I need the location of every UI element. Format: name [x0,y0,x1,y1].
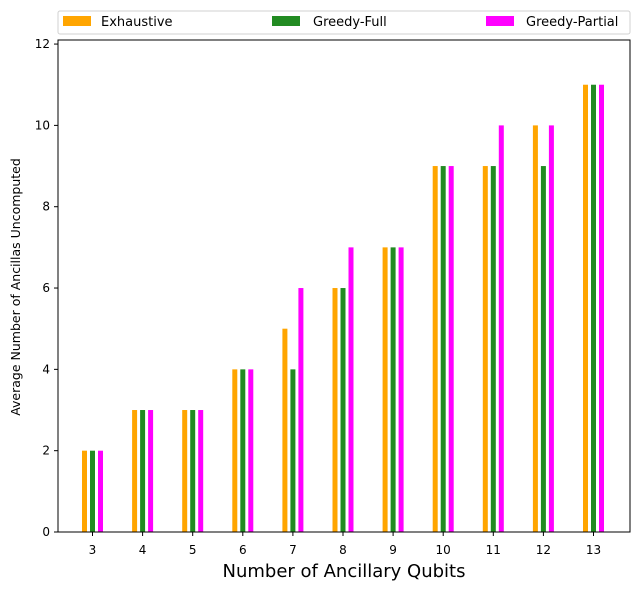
x-tick-label-5: 5 [189,543,197,557]
y-tick-label-6: 6 [42,281,50,295]
bar-greedy-full-3 [90,450,95,532]
bar-greedy-full-4 [140,410,146,532]
bar-greedy-full-6 [240,369,246,532]
bar-greedy-partial-7 [298,288,304,532]
bar-exhaustive-6 [232,369,238,532]
y-tick-label-0: 0 [42,525,50,539]
x-tick-label-4: 4 [139,543,147,557]
bar-greedy-partial-5 [198,410,204,532]
bar-greedy-full-12 [540,166,546,533]
bar-greedy-partial-13 [599,84,604,532]
bar-exhaustive-5 [182,410,188,532]
bar-greedy-full-8 [340,288,346,532]
legend-label-greedy-partial: Greedy-Partial [526,15,618,30]
bar-exhaustive-11 [482,166,488,533]
bars-layer [82,84,604,533]
bar-exhaustive-4 [132,410,138,532]
bar-greedy-full-11 [490,166,496,533]
x-tick-label-12: 12 [536,543,551,557]
bar-greedy-partial-4 [148,410,154,532]
bar-exhaustive-3 [82,450,87,532]
x-tick-label-3: 3 [89,543,97,557]
y-tick-label-10: 10 [35,118,50,132]
bar-greedy-partial-6 [248,369,254,532]
x-tick-label-10: 10 [436,543,451,557]
bar-exhaustive-10 [432,166,438,533]
x-tick-label-9: 9 [389,543,397,557]
plot-frame [57,39,631,533]
bar-exhaustive-9 [382,247,388,532]
bar-greedy-partial-8 [348,247,354,532]
bar-greedy-full-13 [591,84,596,532]
bar-greedy-full-10 [440,166,446,533]
bar-exhaustive-7 [282,328,288,532]
bar-greedy-full-5 [190,410,196,532]
y-tick-label-4: 4 [42,362,50,376]
legend: Exhaustive Greedy-Full Greedy-Partial [57,10,631,35]
bar-greedy-partial-10 [448,166,454,533]
bar-exhaustive-8 [332,288,338,532]
legend-swatch-greedy-full [272,16,300,26]
legend-swatch-greedy-partial [486,16,514,26]
bar-greedy-partial-3 [98,450,103,532]
x-tick-label-6: 6 [239,543,247,557]
x-tick-label-7: 7 [289,543,297,557]
x-tick-label-8: 8 [339,543,347,557]
y-tick-label-8: 8 [42,200,50,214]
bar-exhaustive-12 [532,125,538,532]
x-axis-label: Number of Ancillary Qubits [223,561,466,582]
legend-label-greedy-full: Greedy-Full [313,15,387,30]
y-tick-label-12: 12 [35,37,50,51]
x-tick-label-11: 11 [486,543,501,557]
legend-swatch-exhaustive [63,16,91,26]
bar-greedy-partial-11 [498,125,504,532]
axes: 0 2 4 6 8 10 12 3 4 5 6 7 8 9 10 11 12 13 [35,37,631,557]
bar-greedy-full-9 [390,247,396,532]
bar-greedy-full-7 [290,369,296,532]
y-tick-label-2: 2 [42,444,50,458]
bar-greedy-partial-9 [398,247,404,532]
y-axis-label: Average Number of Ancillas Uncomputed [8,158,23,416]
bar-greedy-partial-12 [548,125,554,532]
x-tick-label-13: 13 [586,543,601,557]
bar-exhaustive-13 [583,84,588,532]
legend-label-exhaustive: Exhaustive [101,15,173,30]
